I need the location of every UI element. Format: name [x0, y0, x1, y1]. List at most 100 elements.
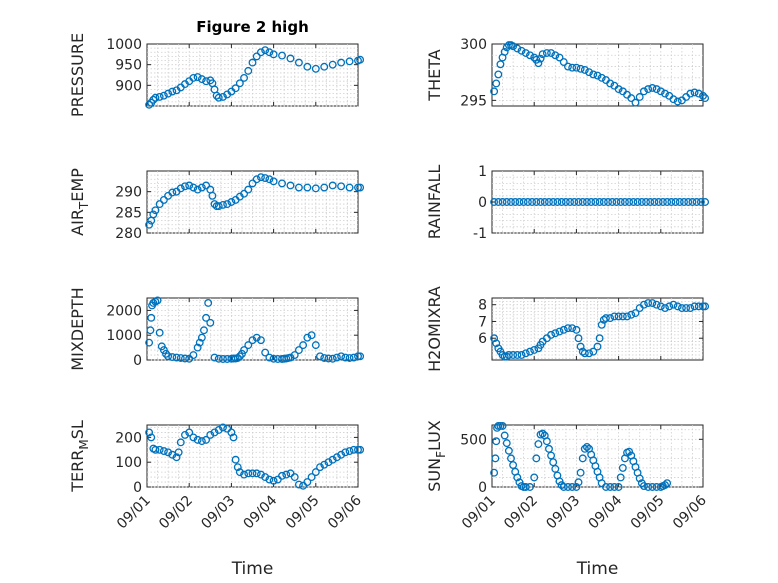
data-point: [233, 463, 242, 472]
data-point: [155, 328, 164, 337]
data-point: [219, 423, 227, 432]
data-point: [172, 453, 181, 462]
data-point: [530, 473, 539, 482]
data-point: [593, 342, 602, 351]
data-point: [147, 433, 156, 442]
data-point: [521, 483, 530, 491]
data-point: [614, 483, 623, 491]
x-tick-label: 09/06: [670, 492, 710, 532]
data-point: [627, 94, 636, 103]
data-point: [566, 198, 575, 206]
data-point: [492, 437, 501, 446]
data-point: [147, 313, 156, 322]
data-point: [692, 198, 701, 206]
data-point: [580, 65, 589, 74]
plot-area: [146, 43, 359, 107]
data-point: [517, 46, 526, 55]
data-point: [324, 354, 333, 363]
subplot-air-temp: 280 285 290 AIRTEMP: [68, 168, 365, 242]
data-point: [553, 198, 562, 206]
data-point: [559, 483, 568, 491]
data-point: [572, 483, 581, 491]
data-point: [568, 324, 577, 333]
data-point: [597, 320, 606, 329]
data-point: [652, 300, 661, 309]
data-point: [595, 198, 604, 206]
data-point: [341, 353, 350, 362]
data-point: [223, 200, 232, 209]
data-point: [644, 85, 653, 94]
data-point: [684, 198, 693, 206]
data-point: [644, 483, 653, 491]
y-tick-label: 0: [478, 195, 487, 211]
data-point: [303, 62, 312, 71]
y-tick-label: 0: [478, 480, 487, 496]
data-point: [356, 55, 365, 64]
data-point: [521, 349, 530, 358]
data-point: [146, 326, 155, 335]
data-point: [631, 309, 640, 318]
data-point: [534, 440, 543, 449]
y-tick-label: 8: [478, 298, 487, 314]
data-point: [612, 198, 621, 206]
data-point: [564, 324, 572, 333]
data-point: [229, 433, 238, 442]
data-point: [686, 304, 695, 313]
data-point: [490, 334, 499, 343]
data-points: [490, 422, 672, 491]
data-point: [542, 437, 551, 446]
data-point: [202, 435, 211, 444]
data-point: [521, 49, 530, 57]
data-point: [294, 346, 303, 355]
data-point: [265, 175, 274, 184]
data-point: [181, 182, 189, 191]
data-point: [509, 42, 518, 51]
data-point: [155, 92, 164, 101]
data-point: [210, 428, 219, 437]
data-point: [534, 59, 543, 68]
data-point: [328, 181, 337, 190]
data-point: [328, 60, 337, 69]
data-point: [542, 49, 551, 57]
data-point: [595, 334, 604, 343]
data-point: [574, 478, 583, 487]
data-point: [532, 454, 541, 463]
data-point: [145, 220, 154, 229]
data-point: [549, 198, 558, 206]
data-point: [193, 185, 202, 194]
data-point: [686, 89, 695, 98]
data-point: [608, 198, 617, 206]
data-point: [688, 198, 697, 206]
data-point: [530, 345, 539, 354]
data-point: [214, 426, 223, 434]
y-tick-label: 100: [115, 455, 142, 471]
y-tick-label: 900: [115, 78, 142, 94]
data-point: [210, 353, 219, 362]
data-point: [665, 302, 674, 311]
data-point: [189, 73, 198, 82]
data-point: [523, 198, 532, 206]
data-point: [149, 95, 158, 104]
data-point: [618, 312, 627, 321]
data-point: [214, 93, 223, 102]
data-point: [240, 346, 249, 355]
data-point: [494, 198, 503, 206]
data-point: [337, 58, 346, 67]
data-point: [648, 84, 657, 92]
data-point: [256, 173, 265, 182]
data-point: [311, 341, 320, 350]
data-point: [286, 54, 295, 63]
data-point: [639, 87, 648, 96]
data-point: [269, 354, 278, 363]
data-point: [551, 464, 560, 473]
data-point: [261, 174, 270, 182]
data-point: [616, 473, 625, 482]
data-point: [601, 483, 610, 491]
data-point: [513, 473, 522, 482]
data-point: [528, 198, 537, 206]
y-tick-label: 1: [478, 164, 487, 180]
data-points: [145, 296, 365, 363]
data-point: [307, 331, 316, 340]
data-point: [231, 455, 240, 464]
data-point: [570, 198, 579, 206]
